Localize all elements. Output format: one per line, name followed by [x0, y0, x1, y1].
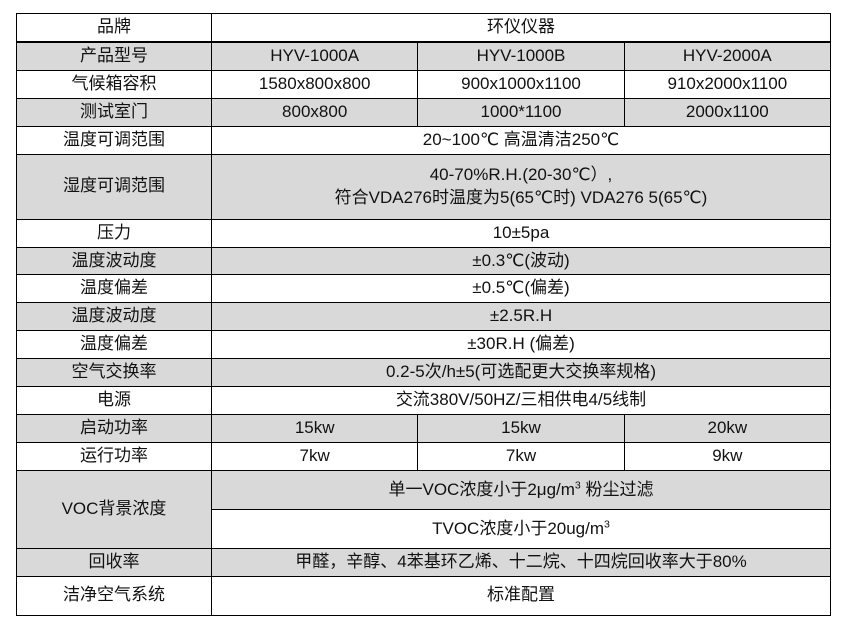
row-value-humidity-range: 40-70%R.H.(20-30℃）, 符合VDA276时温度为5(65℃时) …	[211, 153, 831, 220]
row-label-model: 产品型号	[16, 40, 212, 71]
table-row-model: 产品型号 HYV-1000A HYV-1000B HYV-2000A	[16, 40, 832, 71]
table-row-power-supply: 电源 交流380V/50HZ/三相供电4/5线制	[16, 386, 831, 416]
row-value-power-supply: 交流380V/50HZ/三相供电4/5线制	[211, 386, 831, 416]
row-label-pressure: 压力	[16, 218, 212, 248]
voc-single-text-post: 粉尘过滤	[580, 479, 654, 499]
table-row-air-exchange-rate: 空气交换率 0.2-5次/h±5(可选配更大交换率规格)	[16, 358, 831, 388]
row-value-test-door-col1: 800x800	[210, 97, 419, 127]
row-label-voc-background: VOC背景浓度	[16, 470, 212, 549]
row-label-power-supply: 电源	[16, 386, 212, 416]
row-value-temp-range: 20~100℃ 高温清洁250℃	[211, 125, 831, 155]
row-label-chamber-volume: 气候箱容积	[16, 69, 212, 99]
product-spec-table: 品牌 环仪仪器 产品型号 HYV-1000A HYV-1000B HYV-200…	[16, 12, 832, 616]
row-value-voc-tvoc: TVOC浓度小于20ug/m3	[211, 509, 831, 549]
row-value-test-door-col3: 2000x1100	[623, 97, 832, 127]
spec-table-body: 品牌 环仪仪器 产品型号 HYV-1000A HYV-1000B HYV-200…	[16, 12, 832, 616]
row-value-startup-power-col3: 20kw	[623, 414, 832, 444]
row-label-temp-range: 温度可调范围	[16, 125, 212, 155]
table-row-voc-background-1: VOC背景浓度 单一VOC浓度小于2μg/m3 粉尘过滤	[16, 470, 831, 549]
row-value-chamber-volume-col1: 1580x800x800	[210, 69, 419, 99]
table-row-brand: 品牌 环仪仪器	[16, 12, 831, 43]
row-value-temp-fluctuation: ±0.3℃(波动)	[211, 246, 831, 276]
table-row-temp-range: 温度可调范围 20~100℃ 高温清洁250℃	[16, 125, 831, 155]
row-value-brand: 环仪仪器	[211, 12, 831, 43]
voc-single-text-pre: 单一VOC浓度小于2μg/m	[388, 479, 575, 499]
table-row-humidity-range: 湿度可调范围 40-70%R.H.(20-30℃）, 符合VDA276时温度为5…	[16, 153, 831, 220]
row-label-humidity-deviation: 温度偏差	[16, 330, 212, 360]
humidity-range-line-2: 符合VDA276时温度为5(65℃时) VDA276 5(65℃)	[334, 187, 708, 207]
row-label-temp-deviation: 温度偏差	[16, 274, 212, 304]
row-value-pressure: 10±5pa	[211, 218, 831, 248]
row-value-air-exchange-rate: 0.2-5次/h±5(可选配更大交换率规格)	[211, 358, 831, 388]
table-row-startup-power: 启动功率 15kw 15kw 20kw	[16, 414, 832, 444]
table-row-recovery-rate: 回收率 甲醛，辛醇、4苯基环乙烯、十二烷、十四烷回收率大于80%	[16, 548, 831, 577]
row-value-humidity-deviation: ±30R.H (偏差)	[211, 330, 831, 360]
row-value-running-power-col2: 7kw	[417, 442, 625, 471]
voc-single-superscript: 3	[574, 478, 581, 491]
row-value-recovery-rate: 甲醛，辛醇、4苯基环乙烯、十二烷、十四烷回收率大于80%	[211, 548, 831, 577]
row-value-clean-air-system: 标准配置	[211, 575, 831, 616]
row-value-test-door-col2: 1000*1100	[417, 97, 625, 127]
humidity-range-line-1: 40-70%R.H.(20-30℃）,	[429, 164, 613, 184]
table-row-temp-deviation: 温度偏差 ±0.5℃(偏差)	[16, 274, 831, 304]
row-label-brand: 品牌	[16, 12, 212, 43]
table-row-humidity-deviation: 温度偏差 ±30R.H (偏差)	[16, 330, 831, 360]
row-label-air-exchange-rate: 空气交换率	[16, 358, 212, 388]
row-label-clean-air-system: 洁净空气系统	[16, 575, 212, 616]
table-row-voc-background-2: TVOC浓度小于20ug/m3	[17, 509, 831, 549]
row-value-model-col2: HYV-1000B	[417, 40, 625, 71]
row-label-startup-power: 启动功率	[16, 414, 212, 444]
row-value-chamber-volume-col3: 910x2000x1100	[623, 69, 832, 99]
row-value-temp-deviation: ±0.5℃(偏差)	[211, 274, 831, 304]
row-label-recovery-rate: 回收率	[16, 548, 212, 577]
row-label-humidity-range: 湿度可调范围	[16, 153, 212, 220]
table-row-pressure: 压力 10±5pa	[16, 218, 831, 248]
product-spec-table-container: 品牌 环仪仪器 产品型号 HYV-1000A HYV-1000B HYV-200…	[16, 12, 832, 616]
row-value-voc-single: 单一VOC浓度小于2μg/m3 粉尘过滤	[211, 470, 831, 510]
row-label-humidity-fluctuation: 温度波动度	[16, 302, 212, 332]
table-row-running-power: 运行功率 7kw 7kw 9kw	[16, 442, 832, 471]
table-row-test-door: 测试室门 800x800 1000*1100 2000x1100	[16, 97, 832, 127]
row-label-running-power: 运行功率	[16, 442, 212, 471]
table-row-humidity-fluctuation: 温度波动度 ±2.5R.H	[16, 302, 831, 332]
row-value-humidity-fluctuation: ±2.5R.H	[211, 302, 831, 332]
row-label-temp-fluctuation: 温度波动度	[16, 246, 212, 276]
row-value-model-col1: HYV-1000A	[210, 40, 419, 71]
row-value-model-col3: HYV-2000A	[623, 40, 832, 71]
row-value-running-power-col3: 9kw	[623, 442, 832, 471]
row-value-startup-power-col2: 15kw	[417, 414, 625, 444]
row-value-chamber-volume-col2: 900x1000x1100	[417, 69, 625, 99]
row-value-running-power-col1: 7kw	[210, 442, 419, 471]
table-row-clean-air-system: 洁净空气系统 标准配置	[16, 575, 831, 616]
table-row-chamber-volume: 气候箱容积 1580x800x800 900x1000x1100 910x200…	[16, 69, 832, 99]
voc-tvoc-superscript: 3	[604, 517, 610, 530]
row-value-startup-power-col1: 15kw	[210, 414, 419, 444]
row-label-test-door: 测试室门	[16, 97, 212, 127]
voc-tvoc-text-pre: TVOC浓度小于20ug/m	[432, 518, 605, 538]
table-row-temp-fluctuation: 温度波动度 ±0.3℃(波动)	[16, 246, 831, 276]
